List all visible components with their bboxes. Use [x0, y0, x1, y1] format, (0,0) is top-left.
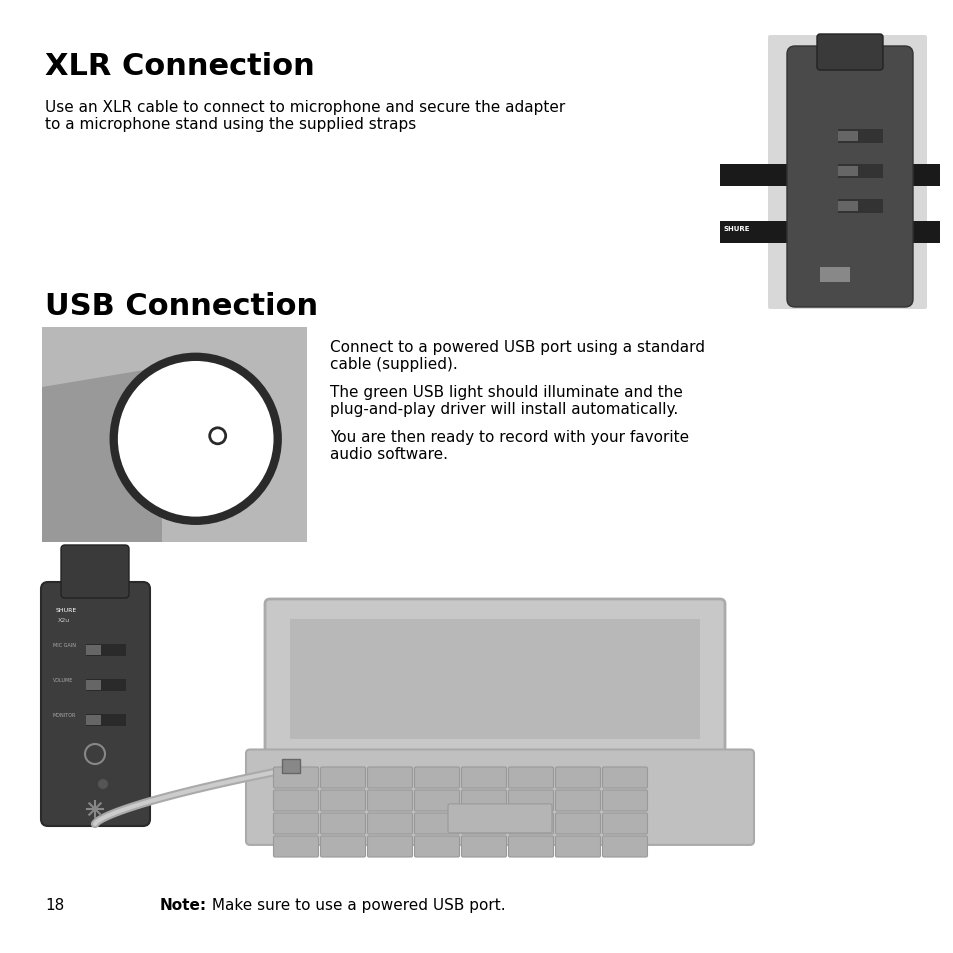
Bar	[837, 202, 857, 212]
FancyBboxPatch shape	[320, 790, 365, 811]
FancyBboxPatch shape	[414, 813, 459, 834]
FancyBboxPatch shape	[274, 767, 318, 788]
Text: XLR Connection: XLR Connection	[45, 52, 314, 81]
FancyBboxPatch shape	[367, 836, 412, 857]
Bar	[86, 680, 101, 690]
Bar	[720, 165, 939, 187]
FancyBboxPatch shape	[367, 813, 412, 834]
Text: MONITOR: MONITOR	[53, 712, 76, 718]
Text: SHURE: SHURE	[56, 607, 77, 613]
Bar	[86, 644, 126, 657]
Text: MIC GAIN: MIC GAIN	[53, 642, 76, 647]
Bar	[820, 268, 849, 283]
Text: X2u: X2u	[58, 618, 71, 622]
FancyBboxPatch shape	[602, 836, 647, 857]
Polygon shape	[42, 368, 162, 542]
Bar	[837, 130, 882, 144]
FancyBboxPatch shape	[508, 836, 553, 857]
FancyBboxPatch shape	[461, 767, 506, 788]
Text: L: L	[80, 552, 87, 561]
Bar	[282, 760, 299, 773]
FancyBboxPatch shape	[320, 767, 365, 788]
FancyBboxPatch shape	[448, 804, 552, 833]
Bar	[42, 328, 307, 542]
Text: 18: 18	[45, 897, 64, 912]
Bar	[837, 165, 882, 179]
FancyBboxPatch shape	[320, 813, 365, 834]
FancyBboxPatch shape	[246, 750, 753, 845]
FancyBboxPatch shape	[414, 836, 459, 857]
Text: Make sure to use a powered USB port.: Make sure to use a powered USB port.	[207, 897, 505, 912]
Text: USB Connection: USB Connection	[45, 292, 317, 320]
Circle shape	[113, 357, 277, 521]
FancyBboxPatch shape	[767, 36, 926, 310]
Text: The green USB light should illuminate and the
plug-and-play driver will install : The green USB light should illuminate an…	[330, 385, 682, 417]
FancyBboxPatch shape	[41, 582, 150, 826]
FancyBboxPatch shape	[367, 790, 412, 811]
Text: SHURE: SHURE	[806, 100, 830, 106]
FancyBboxPatch shape	[555, 767, 599, 788]
FancyBboxPatch shape	[414, 767, 459, 788]
FancyBboxPatch shape	[555, 836, 599, 857]
Bar	[86, 679, 126, 691]
Text: USB: USB	[168, 425, 193, 437]
FancyBboxPatch shape	[367, 767, 412, 788]
FancyBboxPatch shape	[602, 813, 647, 834]
Bar	[290, 619, 700, 739]
Text: You are then ready to record with your favorite
audio software.: You are then ready to record with your f…	[330, 430, 688, 462]
FancyBboxPatch shape	[414, 790, 459, 811]
FancyBboxPatch shape	[61, 545, 129, 598]
FancyBboxPatch shape	[274, 813, 318, 834]
Bar	[86, 645, 101, 656]
FancyBboxPatch shape	[555, 790, 599, 811]
FancyBboxPatch shape	[508, 790, 553, 811]
FancyBboxPatch shape	[602, 767, 647, 788]
Circle shape	[98, 780, 108, 789]
Bar	[86, 716, 101, 725]
Text: Note:: Note:	[160, 897, 207, 912]
Bar	[720, 222, 939, 244]
Bar	[86, 714, 126, 726]
FancyBboxPatch shape	[786, 47, 912, 308]
FancyBboxPatch shape	[555, 813, 599, 834]
Bar	[837, 167, 857, 177]
Text: X2u: X2u	[809, 110, 822, 116]
FancyBboxPatch shape	[816, 35, 882, 71]
FancyBboxPatch shape	[461, 790, 506, 811]
FancyBboxPatch shape	[461, 836, 506, 857]
FancyBboxPatch shape	[274, 790, 318, 811]
Text: SHURE: SHURE	[723, 226, 750, 232]
FancyBboxPatch shape	[274, 836, 318, 857]
FancyBboxPatch shape	[508, 767, 553, 788]
Text: L: L	[837, 42, 845, 55]
FancyBboxPatch shape	[265, 599, 724, 759]
Text: Connect to a powered USB port using a standard
cable (supplied).: Connect to a powered USB port using a st…	[330, 339, 704, 372]
Text: VOLUME: VOLUME	[53, 678, 73, 682]
Bar	[837, 200, 882, 213]
Bar	[837, 132, 857, 142]
FancyBboxPatch shape	[320, 836, 365, 857]
FancyBboxPatch shape	[602, 790, 647, 811]
FancyBboxPatch shape	[461, 813, 506, 834]
Text: Use an XLR cable to connect to microphone and secure the adapter
to a microphone: Use an XLR cable to connect to microphon…	[45, 100, 565, 132]
FancyBboxPatch shape	[508, 813, 553, 834]
